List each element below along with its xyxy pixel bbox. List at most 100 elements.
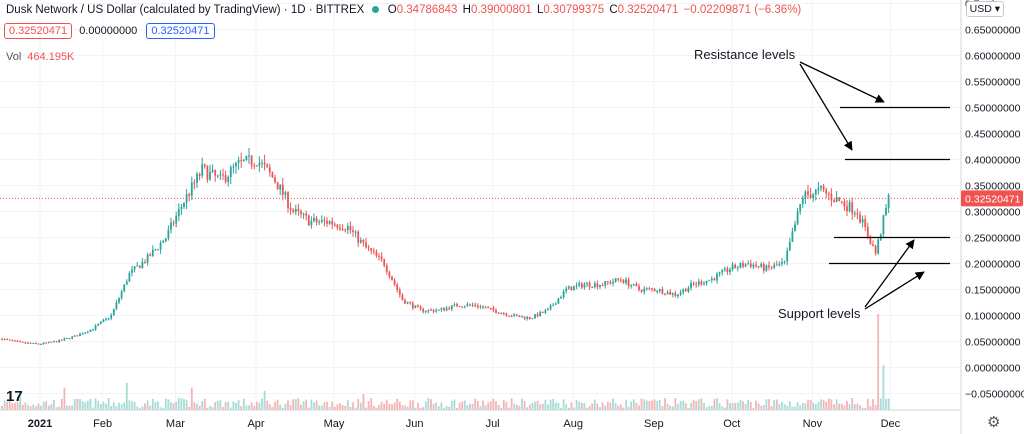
volume-bar (435, 402, 438, 410)
candle-body (843, 201, 846, 207)
volume-bar (664, 398, 666, 410)
candle-body (697, 281, 700, 285)
volume-bar (253, 405, 256, 410)
volume-bar (378, 404, 380, 410)
volume-bar (297, 398, 300, 410)
volume-bar (677, 403, 679, 410)
volume-bar (268, 404, 271, 410)
level-lines (0, 106, 960, 265)
volume-bar (505, 401, 508, 410)
volume-bar (68, 405, 71, 410)
volume-bar (305, 399, 308, 410)
candle-body (539, 311, 542, 317)
candle-body (718, 272, 721, 274)
candle-body (773, 264, 776, 268)
volume-bar (45, 401, 48, 410)
resistance-annotation: Resistance levels (694, 47, 796, 62)
candle-body (323, 219, 326, 221)
candle-body (435, 310, 438, 312)
candle-body (450, 305, 453, 310)
volume-bar (513, 403, 516, 410)
volume-bar (708, 406, 711, 410)
volume-bar (885, 398, 887, 410)
candle-body (68, 337, 71, 339)
candle-body (180, 206, 183, 209)
candle-body (190, 182, 193, 196)
candle-body (328, 221, 331, 224)
symbol-title[interactable]: Dusk Network / US Dollar (calculated by … (6, 4, 365, 16)
candle-body (864, 219, 867, 227)
market-status-dot (371, 6, 379, 14)
gear-icon[interactable]: ⚙ (987, 414, 1001, 431)
volume-bar (157, 401, 159, 410)
volume-bar (666, 403, 669, 410)
candle-body (154, 249, 157, 251)
volume-bar (619, 404, 622, 410)
candle-body (344, 229, 347, 231)
volume-bar (411, 400, 414, 410)
candle-body (81, 333, 84, 335)
currency-select[interactable]: USD ▾ (965, 1, 1004, 17)
volume-bar (570, 402, 573, 410)
y-tick-label: 0.10000000 (965, 311, 1021, 323)
volume-bar (24, 402, 27, 410)
volume-bar (578, 401, 581, 410)
volume-bar (50, 404, 53, 410)
candle-body (729, 269, 731, 273)
volume-bar (718, 402, 721, 410)
ohlc-close-label: C (609, 4, 618, 16)
candle-body (222, 174, 224, 176)
volume-bar (71, 405, 74, 410)
candle-body (307, 215, 310, 226)
volume-bar (788, 401, 791, 410)
volume-bar (736, 402, 739, 410)
candle-body (734, 264, 737, 269)
volume-bar (170, 402, 172, 410)
candle-body (466, 304, 469, 307)
candle-body (882, 215, 885, 235)
volume-bar (591, 403, 594, 410)
volume-bar (588, 405, 591, 410)
volume-bar (492, 398, 495, 410)
candle-body (315, 218, 318, 223)
volume-bar (248, 405, 250, 410)
bid-box[interactable]: 0.32520471 (4, 23, 73, 39)
volume-bar (820, 399, 822, 410)
candle-body (788, 241, 791, 251)
volume-bar (84, 402, 87, 410)
candle-body (214, 169, 217, 176)
volume-bar (242, 398, 245, 410)
volume-bar (544, 399, 547, 410)
volume-bar (398, 401, 401, 410)
candle-body (489, 307, 492, 309)
volume-bars (1, 314, 890, 410)
tradingview-logo[interactable]: 17 (6, 388, 23, 405)
candle-body (487, 307, 490, 309)
volume-bar (528, 404, 531, 410)
candle-body (458, 306, 461, 308)
ohlc-open-label: O (387, 4, 397, 16)
volume-bar (531, 402, 534, 410)
volume-bar (547, 404, 549, 410)
volume-bar (203, 398, 206, 410)
volume-bar (794, 406, 796, 410)
candle-body (588, 282, 591, 287)
volume-bar (705, 407, 708, 410)
volume-bar (869, 405, 872, 410)
candle-body (497, 312, 500, 314)
volume-spike (877, 314, 880, 410)
candle-body (1, 338, 3, 340)
candle-body (544, 310, 547, 313)
volume-bar (123, 402, 126, 410)
volume-bar (749, 402, 752, 410)
candle-body (89, 329, 92, 332)
candle-body (310, 221, 313, 226)
volume-bar (292, 399, 295, 410)
x-tick-label: Aug (563, 418, 583, 430)
candle-body (396, 284, 399, 290)
volume-bar (614, 402, 617, 410)
volume-bar (32, 404, 35, 410)
volume-bar (94, 398, 97, 410)
ask-box[interactable]: 0.32520471 (146, 23, 215, 39)
